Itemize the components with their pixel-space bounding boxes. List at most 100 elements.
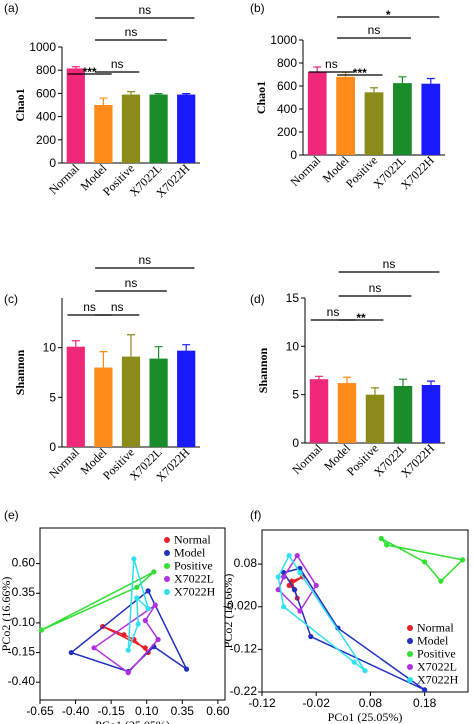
group-outline (282, 567, 426, 691)
point (38, 627, 45, 633)
y-axis-label: Chao1 (254, 81, 268, 114)
panel: (f)-0.12 -0.02 0.08 0.180.08-0.020-0.12-0.2… (221, 508, 469, 724)
plot-frame (261, 529, 469, 693)
significance-label: ns (125, 276, 138, 290)
y-tick-label: 0.10 (12, 615, 36, 629)
bar (66, 68, 85, 163)
significance-label: ns (111, 57, 124, 71)
point (125, 647, 131, 653)
y-tick-label: 400 (277, 102, 297, 116)
bar (121, 94, 141, 163)
plot-frame (39, 527, 226, 701)
error-bar (127, 91, 135, 95)
x-tick-label: -0.15 (97, 704, 125, 718)
panel: (c)0510ShannonNormalModelPositiveX7022LX… (4, 253, 200, 484)
bar (66, 346, 85, 447)
point (275, 587, 281, 593)
significance-label: * (386, 8, 391, 22)
bar (337, 383, 357, 443)
point (125, 670, 131, 676)
group-outline (92, 604, 160, 674)
point (68, 649, 74, 656)
point (362, 668, 368, 674)
y-tick-label: 800 (36, 63, 56, 77)
point (422, 559, 428, 565)
panel-label: (a) (4, 1, 19, 15)
x-tick-label: -0.40 (62, 704, 90, 718)
legend-marker (164, 537, 170, 543)
y-tick-label: 0.60 (12, 556, 36, 570)
significance-label: ns (138, 3, 151, 17)
y-tick-label: 10 (286, 339, 300, 353)
y-tick-label: 0.35 (12, 585, 36, 599)
group-outline (277, 554, 366, 672)
bar (94, 367, 113, 447)
group-outline (102, 625, 149, 654)
legend-marker (407, 677, 413, 683)
point (351, 659, 357, 665)
point (151, 569, 157, 575)
group-outline (277, 554, 318, 613)
point (384, 542, 390, 548)
point (286, 552, 292, 559)
error-bar (343, 376, 351, 384)
point (142, 645, 148, 651)
point (142, 617, 148, 624)
y-tick-label: 600 (277, 79, 297, 93)
significance-label: ns (125, 25, 138, 39)
panel-label: (f) (250, 508, 261, 522)
y-tick-label: -0.020 (223, 599, 257, 613)
y-tick-label: 200 (36, 133, 56, 147)
x-tick-label: 0.08 (359, 696, 383, 710)
x-axis-label: PCo1 (25.05%) (328, 710, 403, 724)
y-tick-label: 200 (277, 125, 297, 139)
point (422, 687, 428, 693)
error-bar (154, 93, 163, 95)
point (291, 587, 298, 593)
bar (336, 76, 355, 155)
legend-label: Normal (417, 621, 454, 635)
group-outline (41, 571, 155, 631)
point (135, 621, 141, 627)
y-tick-label: 400 (36, 110, 56, 124)
error-bar (315, 375, 323, 380)
x-tick-label: 0.35 (171, 704, 195, 718)
panel: (a)02004006008001000Chao1NormalModelPosi… (4, 1, 200, 200)
legend-marker (407, 638, 413, 644)
y-tick-label: 0 (49, 440, 56, 454)
legend-label: X7022L (417, 660, 457, 674)
y-axis-label: PCo2 (16.66%) (221, 574, 235, 649)
panel: (e) -0.65 -0.40 -0.15 0.10 0.35 0.60 0.60 0.35 0.… (0, 508, 230, 724)
error-bar (426, 77, 435, 84)
y-tick-label: 0 (290, 148, 297, 162)
point (313, 582, 319, 589)
error-bar (399, 378, 407, 386)
bar (393, 385, 413, 443)
error-bar (71, 66, 80, 69)
significance-label: ns (83, 300, 96, 314)
error-bar (154, 346, 163, 359)
x-tick-label: 0.10 (135, 704, 159, 718)
y-tick-label: 800 (277, 56, 297, 70)
error-bar (182, 344, 191, 351)
group-outline (380, 537, 465, 583)
error-bar (99, 351, 108, 368)
point (308, 633, 314, 640)
bar (94, 105, 113, 163)
legend-label: Model (417, 634, 449, 648)
point (294, 552, 300, 559)
point (183, 666, 190, 672)
significance-label: ns (111, 300, 124, 314)
y-tick-label: 0 (49, 156, 56, 170)
point (134, 595, 140, 601)
error-bar (182, 93, 191, 95)
y-tick-label: -0.40 (8, 674, 36, 688)
point (131, 556, 137, 562)
legend-label: Positive (174, 559, 213, 573)
significance-label: *** (83, 65, 97, 79)
x-tick-label: -0.12 (248, 696, 276, 710)
bar (393, 83, 412, 155)
significance-label: ns (325, 57, 338, 71)
error-bar (427, 380, 435, 385)
